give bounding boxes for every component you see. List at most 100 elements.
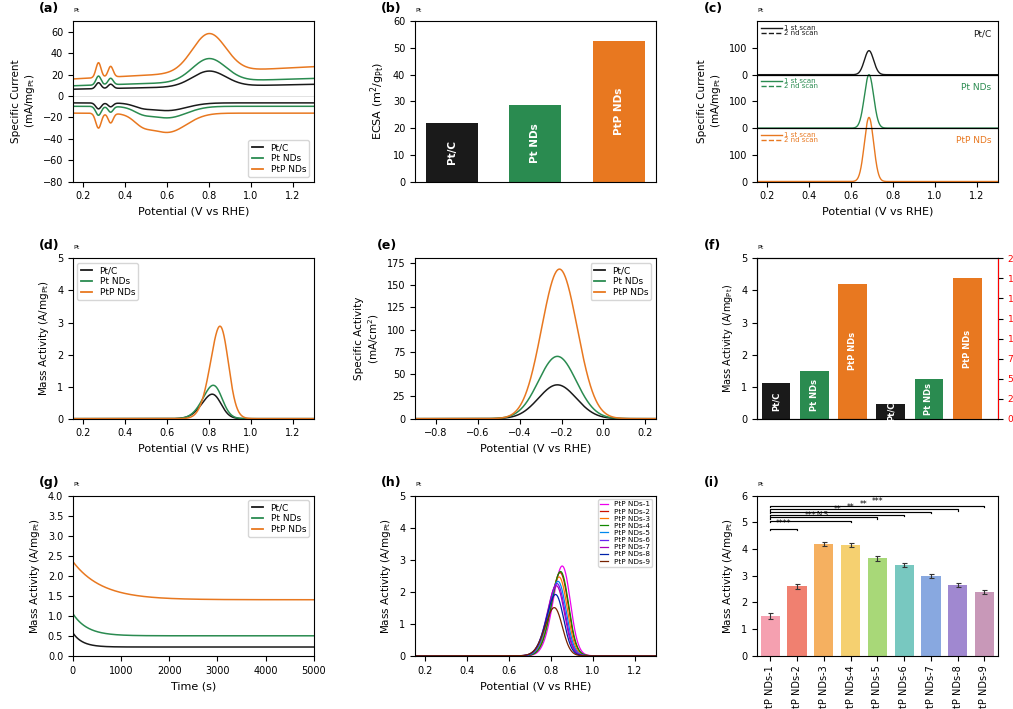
Legend: PtP NDs-1, PtP NDs-2, PtP NDs-3, PtP NDs-4, PtP NDs-5, PtP NDs-6, PtP NDs-7, PtP: PtP NDs-1, PtP NDs-2, PtP NDs-3, PtP NDs… (598, 499, 652, 566)
Bar (948, 585, 967, 656)
Text: Pt NDs: Pt NDs (925, 383, 934, 415)
Text: PtP NDs: PtP NDs (614, 88, 624, 135)
X-axis label: Potential (V vs RHE): Potential (V vs RHE) (138, 444, 249, 454)
PtP NDs-4 (555, 568, 567, 576)
Text: $_{\mathregular{Pt}}$: $_{\mathregular{Pt}}$ (415, 6, 422, 15)
Text: $_{\mathregular{Pt}}$: $_{\mathregular{Pt}}$ (73, 480, 81, 489)
Bar (894, 565, 914, 656)
PtP NDs-3 (553, 573, 565, 581)
PtP NDs-3 (562, 613, 574, 622)
PtP NDs-2 (409, 652, 421, 660)
PtP NDs-4 (649, 652, 661, 660)
PtP NDs-5 (423, 652, 436, 660)
Bar (915, 379, 943, 419)
Text: (b): (b) (381, 2, 402, 15)
PtP NDs-2 (649, 652, 661, 660)
PtP NDs-9 (548, 603, 560, 612)
Text: $_{\mathregular{Pt}}$: $_{\mathregular{Pt}}$ (757, 480, 765, 489)
PtP NDs-8 (562, 636, 574, 644)
PtP NDs-9 (555, 619, 567, 627)
PtP NDs-6 (555, 589, 567, 598)
Line: PtP NDs-2: PtP NDs-2 (415, 573, 655, 656)
Text: 1 st scan: 1 st scan (784, 131, 815, 138)
Text: **: ** (860, 500, 868, 509)
PtP NDs-4 (409, 652, 421, 660)
Line: PtP NDs-1: PtP NDs-1 (415, 566, 655, 656)
PtP NDs-9 (562, 642, 574, 651)
Y-axis label: Mass Activity (A/mg$_{\mathregular{Pt}}$): Mass Activity (A/mg$_{\mathregular{Pt}}$… (37, 281, 52, 396)
Text: (f): (f) (704, 239, 721, 252)
PtP NDs-3 (617, 652, 629, 660)
X-axis label: Potential (V vs RHE): Potential (V vs RHE) (480, 444, 591, 454)
Text: $_{\mathregular{Pt}}$: $_{\mathregular{Pt}}$ (415, 480, 422, 489)
Text: N.S.: N.S. (816, 511, 831, 517)
PtP NDs-3 (555, 576, 567, 584)
PtP NDs-7 (617, 652, 629, 660)
Text: Pt NDs: Pt NDs (961, 83, 992, 91)
PtP NDs-8 (409, 652, 421, 660)
PtP NDs-8 (549, 591, 561, 599)
PtP NDs-7 (555, 593, 567, 602)
PtP NDs-4 (549, 583, 561, 591)
PtP NDs-9 (409, 652, 421, 660)
PtP NDs-2 (554, 569, 566, 577)
PtP NDs-4 (562, 601, 574, 609)
PtP NDs-2 (562, 604, 574, 613)
PtP NDs-3 (423, 652, 436, 660)
Text: (c): (c) (704, 2, 723, 15)
Line: PtP NDs-6: PtP NDs-6 (415, 584, 655, 656)
PtP NDs-7 (592, 652, 604, 660)
Line: PtP NDs-4: PtP NDs-4 (415, 571, 655, 656)
Y-axis label: Mass Activity (A/mg$_{\mathregular{Pt}}$): Mass Activity (A/mg$_{\mathregular{Pt}}$… (721, 284, 735, 393)
PtP NDs-6 (592, 652, 604, 660)
PtP NDs-6 (562, 627, 574, 635)
Text: 2 nd scan: 2 nd scan (784, 137, 819, 143)
PtP NDs-9 (617, 652, 629, 660)
Text: Pt NDs: Pt NDs (809, 379, 819, 411)
PtP NDs-1 (423, 652, 436, 660)
Bar (975, 592, 994, 656)
PtP NDs-7 (409, 652, 421, 660)
Y-axis label: ECSA (m$^2$/g$_{\mathregular{Pt}}$): ECSA (m$^2$/g$_{\mathregular{Pt}}$) (369, 62, 387, 140)
PtP NDs-3 (592, 652, 604, 660)
PtP NDs-6 (549, 581, 561, 590)
PtP NDs-5 (552, 577, 564, 586)
PtP NDs-5 (562, 621, 574, 630)
Text: $_{\mathregular{Pt}}$: $_{\mathregular{Pt}}$ (73, 6, 81, 15)
Line: PtP NDs-8: PtP NDs-8 (415, 594, 655, 656)
PtP NDs-8 (649, 652, 661, 660)
PtP NDs-7 (423, 652, 436, 660)
Y-axis label: Specific Current
(mA/mg$_{\mathregular{Pt}}$): Specific Current (mA/mg$_{\mathregular{P… (11, 60, 37, 143)
X-axis label: Potential (V vs RHE): Potential (V vs RHE) (138, 207, 249, 217)
PtP NDs-1 (592, 652, 604, 660)
Text: PtP NDs: PtP NDs (848, 333, 857, 370)
PtP NDs-9 (549, 603, 561, 612)
PtP NDs-7 (549, 583, 561, 591)
Text: 1 st scan: 1 st scan (784, 78, 815, 84)
PtP NDs-3 (409, 652, 421, 660)
PtP NDs-5 (549, 582, 561, 591)
Bar (814, 544, 834, 656)
PtP NDs-8 (617, 652, 629, 660)
PtP NDs-9 (649, 652, 661, 660)
PtP NDs-2 (423, 652, 436, 660)
Text: 2 nd scan: 2 nd scan (784, 30, 819, 36)
Text: $_{\mathregular{Pt}}$: $_{\mathregular{Pt}}$ (757, 243, 765, 252)
Text: $_{\mathregular{Pt}}$: $_{\mathregular{Pt}}$ (73, 243, 81, 252)
Text: (h): (h) (381, 476, 402, 489)
Bar (800, 371, 829, 419)
Text: Pt/C: Pt/C (772, 391, 781, 411)
Text: ****: **** (776, 520, 791, 528)
Text: Pt NDs: Pt NDs (531, 123, 540, 163)
Bar (593, 41, 645, 182)
Bar (762, 384, 790, 419)
Text: 2 nd scan: 2 nd scan (784, 84, 819, 89)
PtP NDs-6 (551, 579, 563, 588)
X-axis label: Potential (V vs RHE): Potential (V vs RHE) (480, 681, 591, 691)
Text: (a): (a) (40, 2, 60, 15)
PtP NDs-2 (555, 569, 567, 578)
Legend: Pt/C, Pt NDs, PtP NDs: Pt/C, Pt NDs, PtP NDs (77, 263, 138, 300)
X-axis label: Potential (V vs RHE): Potential (V vs RHE) (822, 207, 933, 217)
Bar (876, 404, 905, 419)
PtP NDs-1 (617, 652, 629, 660)
